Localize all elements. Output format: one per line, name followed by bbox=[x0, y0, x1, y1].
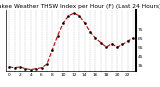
Title: Milwaukee Weather THSW Index per Hour (F) (Last 24 Hours): Milwaukee Weather THSW Index per Hour (F… bbox=[0, 4, 160, 9]
